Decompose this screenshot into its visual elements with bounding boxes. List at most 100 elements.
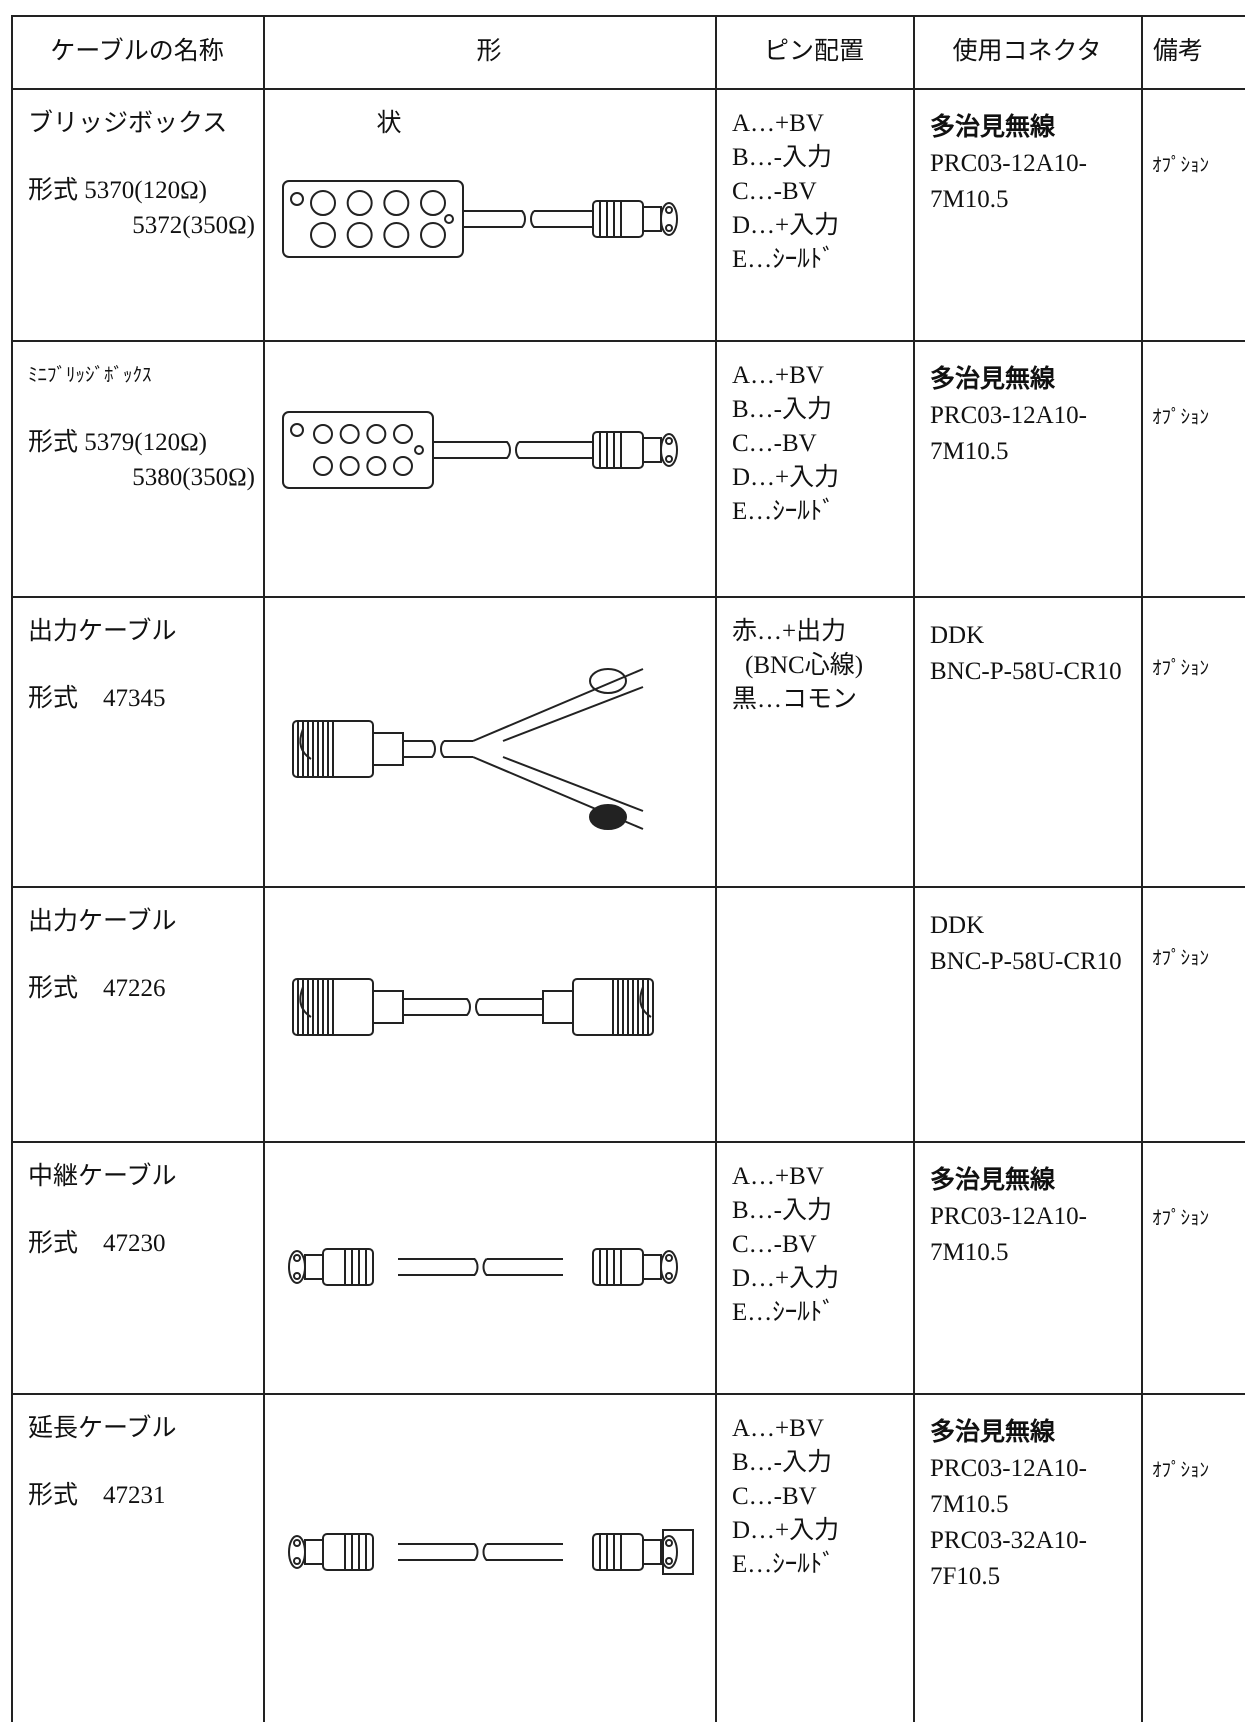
connector: 多治見無線 [930,366,1056,393]
cable-name: 出力ケーブル [28,618,177,645]
drawing-part [372,732,404,766]
drawing-part [299,728,312,760]
connector: PRC03-12A10- [930,402,1087,429]
pin-assignment: C…-BV [732,1231,817,1258]
pin-assignment: C…-BV [732,1483,817,1510]
drawing-part [310,222,336,248]
remark: ｵﾌﾟｼｮﾝ [1152,658,1210,679]
drawing-part [398,1258,563,1276]
pin-assignment: D…+入力 [732,1517,840,1544]
row-line [11,340,1245,342]
cable-drawing [292,978,654,1036]
cable-drawing [282,180,678,258]
row-line [11,1141,1245,1143]
cable-name: ブリッジボックス [28,110,228,137]
column-line [1141,15,1143,1722]
connector: 7M10.5 [930,438,1009,465]
drawing-part [542,990,574,1024]
table-border [11,15,1245,17]
pin-assignment: B…-入力 [732,144,833,171]
remark: ｵﾌﾟｼｮﾝ [1152,948,1210,969]
cable-model: 形式 47230 [28,1230,166,1257]
drawing-part [642,437,662,463]
cable-drawing [288,1529,694,1575]
pin-assignment: (BNC心線) [745,652,864,679]
pin-assignment: E…ｼｰﾙﾄﾞ [732,1551,835,1578]
header-cell: 備考 [1153,38,1204,65]
connector: 7M10.5 [930,1491,1009,1518]
remark: ｵﾌﾟｼｮﾝ [1152,407,1210,428]
pin-assignment: A…+BV [732,362,824,389]
pin-assignment: B…-入力 [732,1449,833,1476]
row-line [11,886,1245,888]
pin-assignment: A…+BV [732,1163,824,1190]
connector: BNC-P-58U-CR10 [930,658,1122,685]
drawing-part [665,1557,673,1565]
pin-assignment: D…+入力 [732,1265,840,1292]
connector: 多治見無線 [930,1167,1056,1194]
column-line [913,15,915,1722]
connector: PRC03-12A10- [930,1455,1087,1482]
cable-drawing [282,411,678,489]
drawing-part [665,455,673,463]
drawing-part [589,668,627,694]
drawing-part [282,180,464,258]
drawing-part [290,423,304,437]
connector: PRC03-32A10- [930,1527,1087,1554]
connector: 7M10.5 [930,186,1009,213]
pin-assignment: B…-入力 [732,396,833,423]
drawing-part [346,190,373,216]
drawing-part [288,1250,306,1284]
cable-model: 5372(350Ω) [132,212,255,239]
column-line [263,15,265,1722]
drawing-part [642,1539,662,1565]
pin-assignment: 赤…+出力 [732,618,847,645]
header-cell: 使用コネクタ [952,38,1102,65]
cable-model: 形式 47226 [28,975,166,1002]
drawing-part [665,224,673,232]
drawing-part [403,740,473,758]
pin-assignment: A…+BV [732,110,824,137]
cable-drawing [292,668,644,830]
drawing-part [665,1539,673,1547]
cable-model: 5380(350Ω) [132,464,255,491]
drawing-part [372,990,404,1024]
connector: PRC03-12A10- [930,1203,1087,1230]
pin-assignment: 黒…コモン [732,686,858,713]
pin-assignment: E…ｼｰﾙﾄﾞ [732,1299,835,1326]
row-line [11,88,1245,90]
drawing-part [642,206,662,232]
drawing-part [339,424,360,444]
pin-assignment: E…ｼｰﾙﾄﾞ [732,246,835,273]
drawing-part [662,1529,694,1575]
remark: ｵﾌﾟｼｮﾝ [1152,155,1210,176]
connector: 7M10.5 [930,1239,1009,1266]
cable-name: ﾐﾆﾌﾞﾘｯｼﾞﾎﾞｯｸｽ [28,365,152,386]
cable-model: 形式 47231 [28,1482,166,1509]
pin-assignment: A…+BV [732,1415,824,1442]
pin-assignment: D…+入力 [732,464,840,491]
cable-name: 中継ケーブル [28,1163,177,1190]
drawing-part [665,1254,673,1262]
drawing-part [444,214,454,224]
drawing-part [420,222,446,248]
drawing-part [293,1272,301,1280]
remark: ｵﾌﾟｼｮﾝ [1152,1460,1210,1481]
drawing-part [660,1535,678,1569]
drawing-part [366,424,387,444]
drawing-part [383,222,410,248]
header-cell: ピン配置 [763,38,864,65]
drawing-part [665,206,673,214]
cable-name: 延長ケーブル [28,1415,177,1442]
connector: 多治見無線 [930,114,1056,141]
cable-model: 形式 5379(120Ω) [28,429,207,456]
drawing-part [339,456,360,476]
drawing-part [414,445,424,455]
drawing-part [383,190,410,216]
connector: PRC03-12A10- [930,150,1087,177]
drawing-part [366,456,387,476]
cable-name: 出力ケーブル [28,908,177,935]
connector: DDK [930,912,985,939]
row-line [11,1393,1245,1395]
